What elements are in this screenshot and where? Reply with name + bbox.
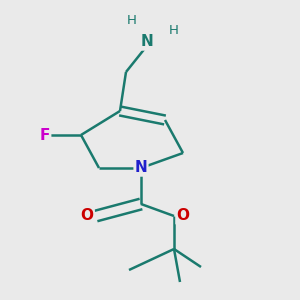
Text: O: O bbox=[176, 208, 190, 224]
Text: N: N bbox=[141, 34, 153, 50]
Text: H: H bbox=[127, 14, 137, 28]
Text: H: H bbox=[169, 23, 179, 37]
Text: N: N bbox=[135, 160, 147, 175]
Text: F: F bbox=[40, 128, 50, 142]
Text: O: O bbox=[80, 208, 94, 224]
